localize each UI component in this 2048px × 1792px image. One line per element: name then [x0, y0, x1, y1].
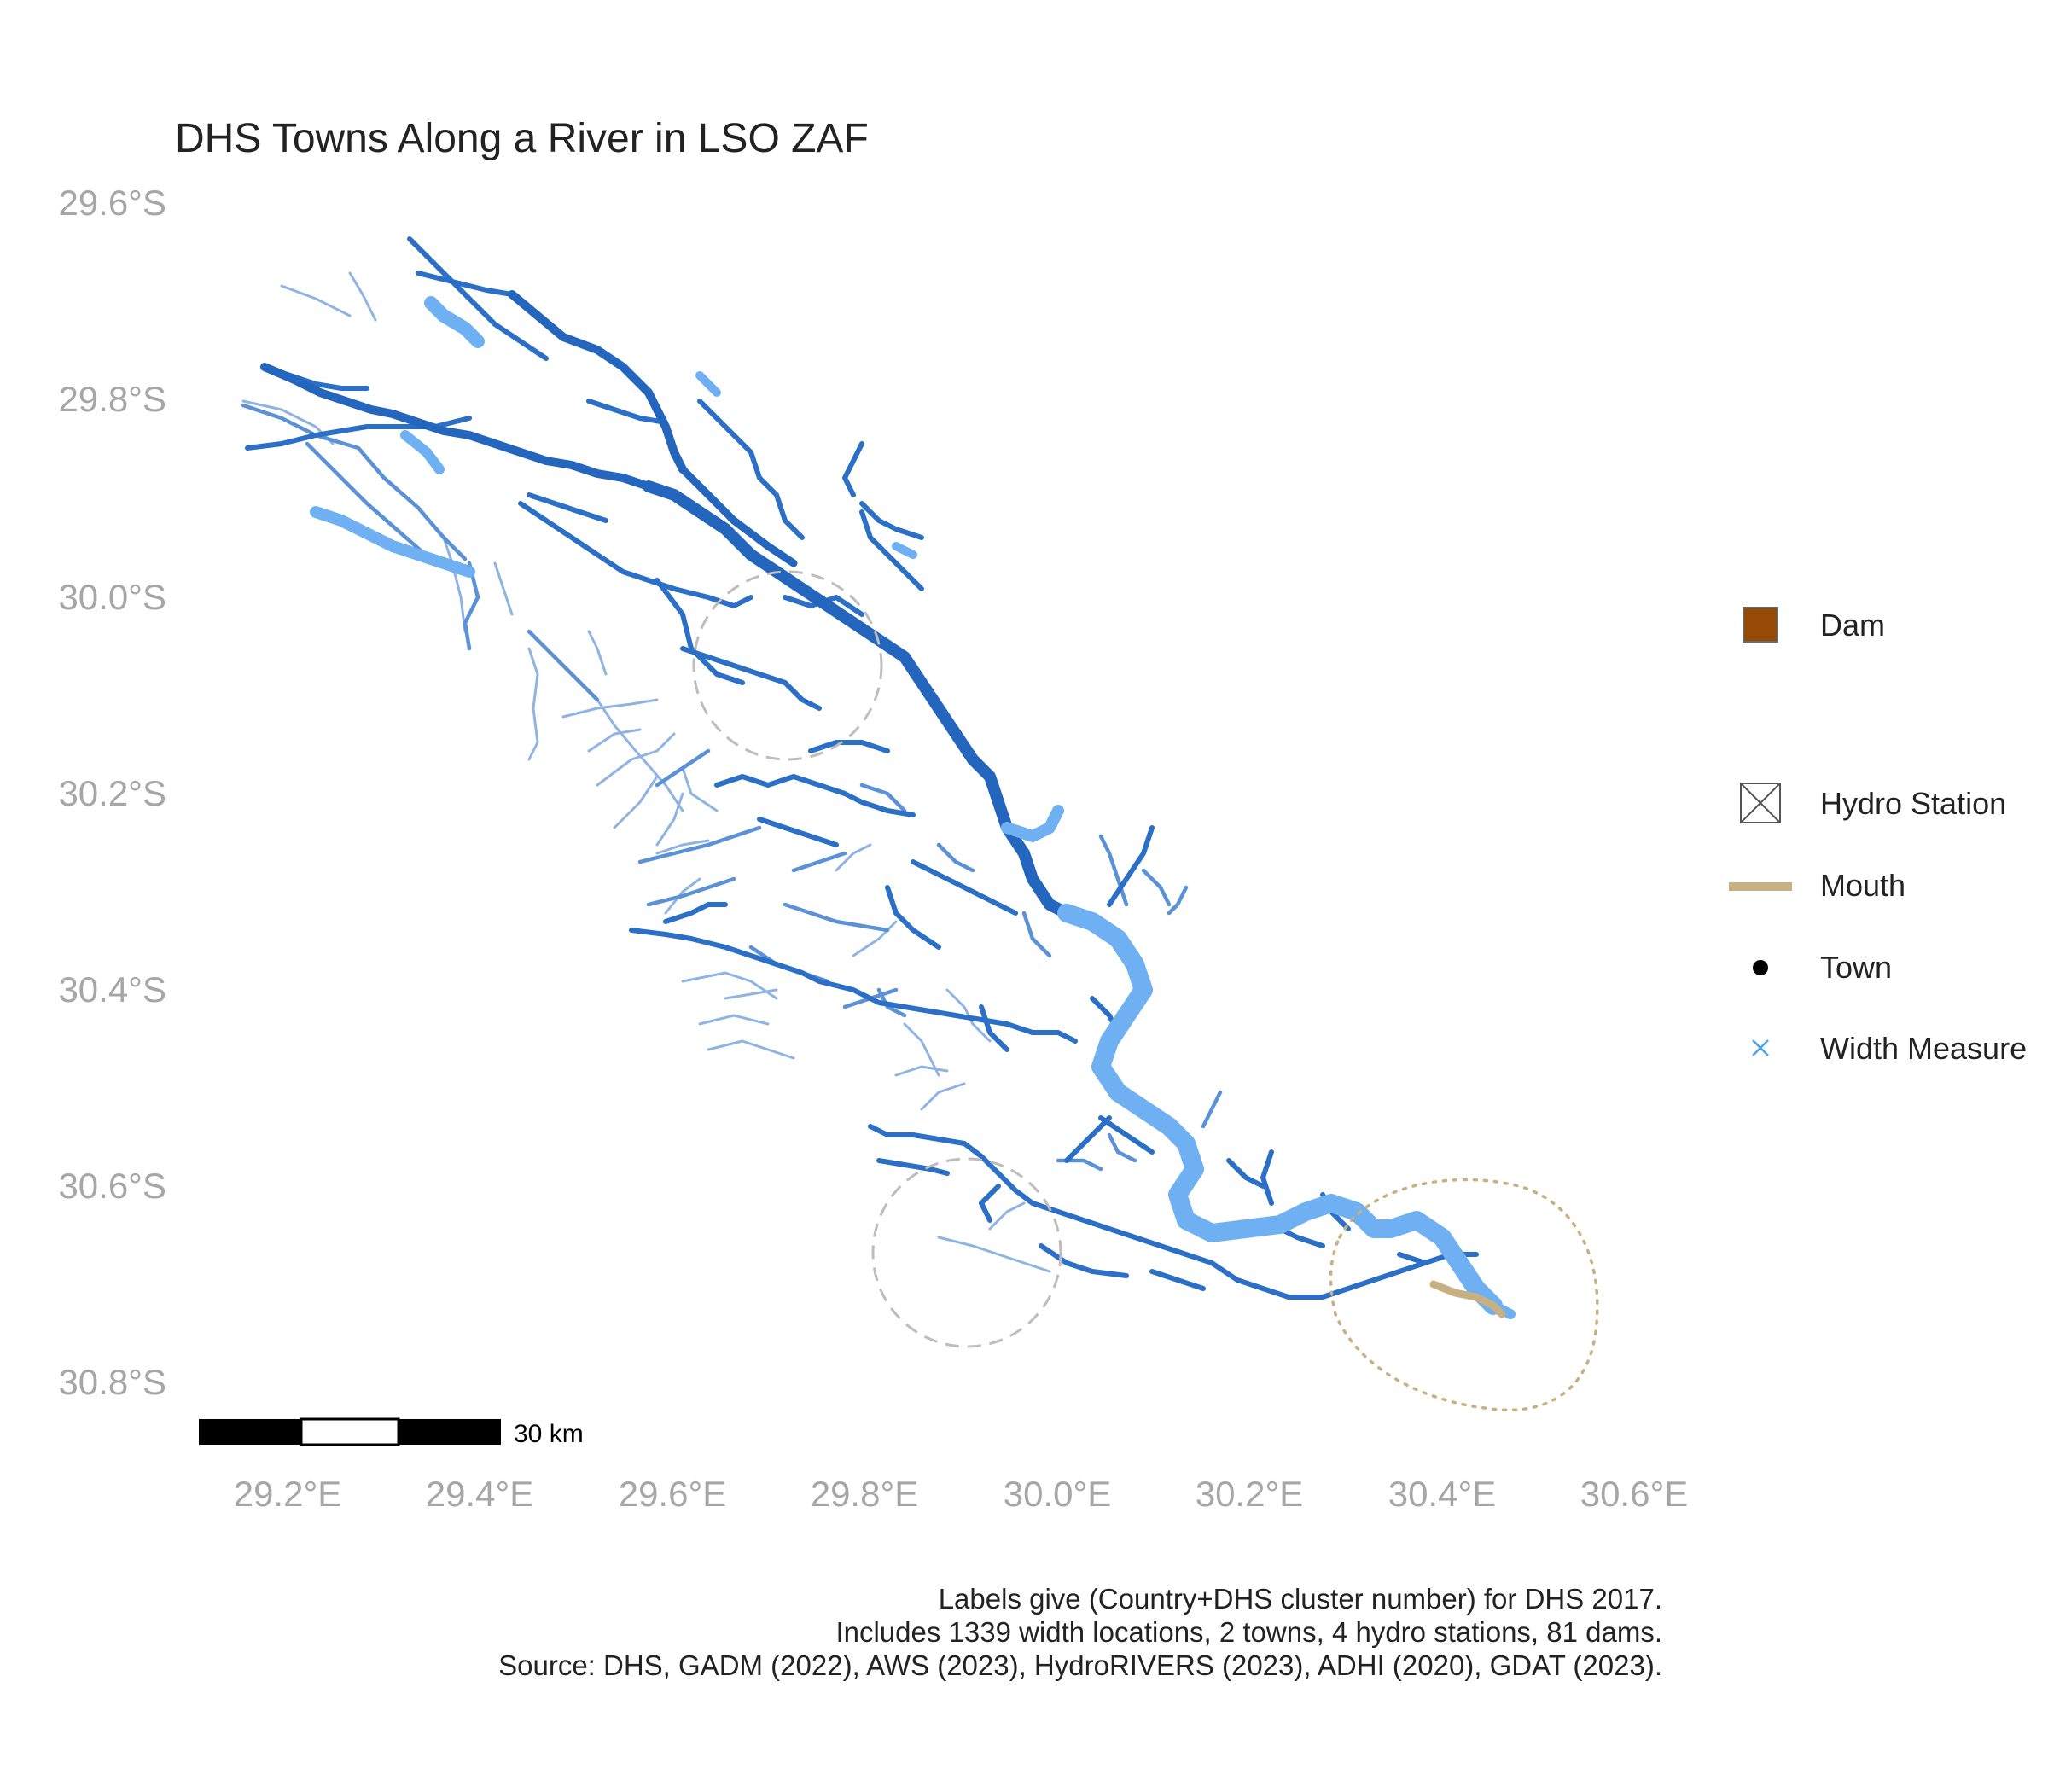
dam-marker: [367, 0, 401, 3]
dam-marker: [347, 0, 381, 23]
x-tick-label: 29.2°E: [234, 1474, 342, 1514]
legend-label: Mouth: [1820, 868, 1905, 903]
y-tick-label: 30.8°S: [58, 1362, 166, 1402]
dam-marker: [569, 38, 603, 73]
dam-marker: [559, 67, 593, 102]
hydro-station-marker: [585, 36, 625, 75]
main-tributaries: [245, 236, 1479, 1300]
scale-bar-segment: [399, 1419, 501, 1445]
dam-marker: [550, 28, 584, 62]
y-tick-label: 29.6°S: [58, 183, 166, 223]
legend-label: Hydro Station: [1820, 786, 2006, 821]
dam-marker: [626, 0, 660, 3]
x-tick-label: 30.0°E: [1004, 1474, 1112, 1514]
dam-marker: [492, 0, 526, 33]
legend-dam-key: [1743, 607, 1778, 643]
dam-marker: [511, 19, 545, 53]
scale-bar-segment: [300, 1417, 400, 1446]
x-tick-label: 29.8°E: [811, 1474, 919, 1514]
y-tick-label: 29.8°S: [58, 379, 166, 419]
river-width-corridor: [310, 296, 1516, 1319]
dam-marker: [318, 0, 352, 23]
dam-marker: [588, 0, 622, 3]
hydro-station-marker: [518, 16, 557, 55]
dam-marker: [626, 58, 660, 92]
caption-line: Includes 1339 width locations, 2 towns, …: [835, 1616, 1662, 1648]
dam-marker: [463, 0, 497, 23]
y-tick-label: 30.0°S: [58, 577, 166, 617]
dam-marker: [608, 58, 642, 92]
dam-marker: [492, 28, 526, 62]
town-buffer: [692, 570, 883, 761]
legend: Dam Hydro Station Mouth Town Width Measu…: [1729, 607, 2027, 1066]
x-tick-label: 30.6°E: [1580, 1474, 1689, 1514]
dam-marker: [300, 28, 334, 62]
scale-bar-segment: [199, 1419, 301, 1445]
dam-marker: [502, 0, 536, 3]
legend-label: Width Measure: [1820, 1031, 2027, 1066]
legend-label: Dam: [1820, 608, 1885, 643]
dam-marker: [530, 9, 564, 43]
town-buffer: [871, 1157, 1062, 1348]
dam-marker: [434, 9, 468, 43]
x-tick-label: 29.4°E: [426, 1474, 534, 1514]
y-axis-labels: 29.6°S 29.8°S 30.0°S 30.2°S 30.4°S 30.6°…: [58, 183, 166, 1402]
y-tick-label: 30.2°S: [58, 773, 166, 813]
dam-marker: [530, 0, 564, 14]
legend-town-key: [1753, 960, 1768, 975]
dam-marker: [511, 0, 545, 23]
caption: Labels give (Country+DHS cluster number)…: [498, 1583, 1662, 1681]
dam-marker: [608, 0, 642, 14]
dam-marker: [492, 78, 526, 112]
x-tick-label: 30.2°E: [1196, 1474, 1304, 1514]
y-tick-label: 30.4°S: [58, 969, 166, 1009]
dam-marker: [588, 67, 622, 102]
river-mouth: [1429, 1280, 1506, 1318]
scale-bar-label: 30 km: [514, 1420, 584, 1448]
x-axis-labels: 29.2°E 29.4°E 29.6°E 29.8°E 30.0°E 30.2°…: [234, 1474, 1689, 1514]
dam-marker: [579, 0, 613, 33]
main-river: [260, 290, 1073, 919]
dam-marker: [597, 0, 631, 33]
dam-marker: [463, 0, 497, 14]
minor-tributaries: [241, 271, 1051, 1273]
hydro-stations-layer: [518, 0, 980, 75]
dam-marker: [338, 19, 372, 53]
dam-marker: [511, 78, 545, 112]
medium-tributaries: [241, 403, 1223, 1172]
dam-marker: [559, 0, 593, 3]
dam-marker: [367, 38, 401, 73]
caption-line: Source: DHS, GADM (2022), AWS (2023), Hy…: [498, 1649, 1662, 1681]
dam-marker: [444, 78, 478, 112]
legend-label: Town: [1820, 950, 1892, 985]
map-title: DHS Towns Along a River in LSO ZAF: [175, 116, 869, 161]
x-tick-label: 29.6°E: [619, 1474, 727, 1514]
caption-line: Labels give (Country+DHS cluster number)…: [939, 1583, 1662, 1615]
mouth-buffer: [1329, 1178, 1599, 1412]
dam-marker: [617, 0, 651, 33]
scale-bar: 30 km: [199, 1417, 584, 1448]
legend-width-key: [1752, 1039, 1769, 1056]
x-tick-label: 30.4°E: [1388, 1474, 1497, 1514]
y-tick-label: 30.6°S: [58, 1166, 166, 1206]
legend-hydro-key: [1740, 783, 1781, 823]
